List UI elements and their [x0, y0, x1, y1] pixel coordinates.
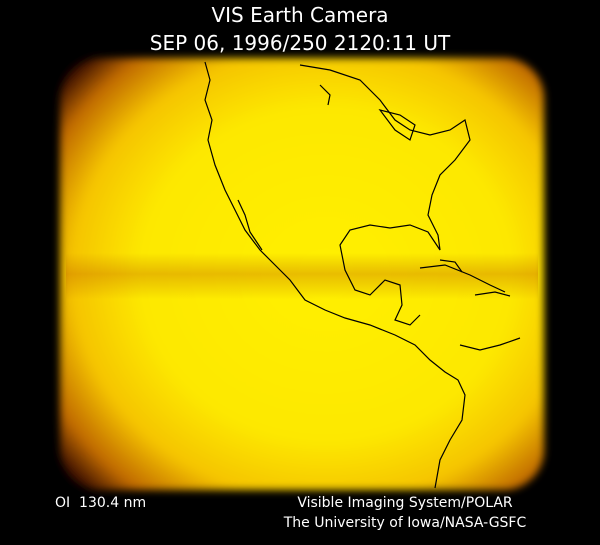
image-title: VIS Earth Camera — [211, 3, 388, 27]
earth-image — [60, 58, 544, 490]
credit-line: Visible Imaging System/POLAR — [297, 495, 513, 511]
coastlines — [204, 61, 521, 489]
image-timestamp: SEP 06, 1996/250 2120:11 UT — [150, 31, 451, 55]
credit-line: The University of Iowa/NASA-GSFC — [283, 515, 527, 531]
filter-label: OI 130.4 nm — [55, 495, 146, 511]
